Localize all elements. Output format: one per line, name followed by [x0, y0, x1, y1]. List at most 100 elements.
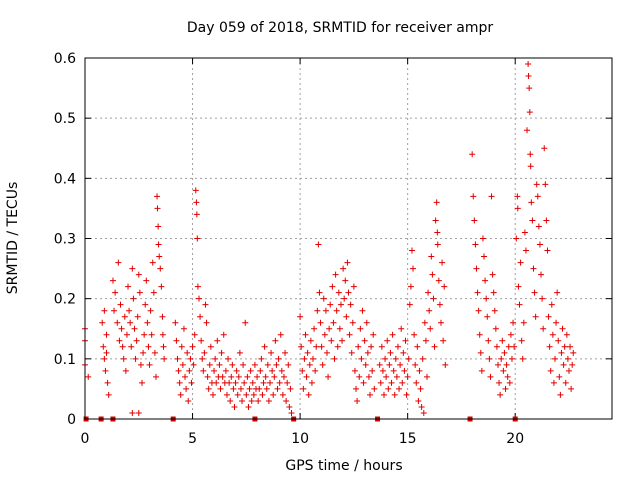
data-point [319, 361, 326, 368]
data-point [258, 355, 265, 362]
data-point [114, 319, 121, 326]
data-point [368, 343, 375, 350]
data-point [199, 355, 206, 362]
data-point [527, 151, 534, 158]
data-point [261, 343, 268, 350]
data-point [532, 313, 539, 320]
data-point [428, 253, 435, 260]
data-point [329, 283, 336, 290]
data-point [237, 385, 244, 392]
data-point [426, 307, 433, 314]
data-point [189, 343, 196, 350]
data-point [493, 343, 500, 350]
data-point [483, 295, 490, 302]
data-point [357, 325, 364, 332]
data-point [268, 349, 275, 356]
data-point [514, 205, 521, 212]
data-point [134, 313, 141, 320]
data-point [233, 367, 240, 374]
data-point [363, 319, 370, 326]
data-point [361, 337, 368, 344]
data-point [304, 349, 311, 356]
data-point [554, 289, 561, 296]
data-point [342, 277, 349, 284]
data-point [558, 349, 565, 356]
data-point [434, 241, 441, 248]
data-point [405, 355, 412, 362]
y-tick-label: 0.2 [54, 292, 76, 308]
data-point [228, 373, 235, 380]
data-point [287, 385, 294, 392]
data-point [400, 349, 407, 356]
data-point [399, 379, 406, 386]
data-point [323, 349, 330, 356]
data-point [490, 289, 497, 296]
data-point [540, 325, 547, 332]
data-point [486, 355, 493, 362]
data-point [517, 259, 524, 266]
data-point [470, 193, 477, 200]
data-point [288, 409, 295, 416]
data-point [251, 361, 258, 368]
data-point [392, 355, 399, 362]
data-point [347, 301, 354, 308]
data-point [310, 355, 317, 362]
data-point [265, 397, 272, 404]
data-point [305, 391, 312, 398]
data-point [557, 391, 564, 398]
data-point [144, 319, 151, 326]
y-tick-label: 0.4 [54, 171, 76, 187]
data-point [418, 403, 425, 410]
data-point [178, 343, 185, 350]
data-point [353, 385, 360, 392]
data-point [435, 277, 442, 284]
data-point [546, 343, 553, 350]
data-point [441, 283, 448, 290]
data-point [551, 355, 558, 362]
data-point [417, 385, 424, 392]
data-point [227, 397, 234, 404]
data-point [187, 355, 194, 362]
data-point [506, 379, 513, 386]
data-point [316, 289, 323, 296]
data-point [388, 379, 395, 386]
data-point [482, 277, 489, 284]
data-point [474, 289, 481, 296]
data-point [277, 331, 284, 338]
data-point [130, 295, 137, 302]
data-point [403, 391, 410, 398]
data-point [300, 385, 307, 392]
data-point [341, 295, 348, 302]
data-point [157, 265, 164, 272]
data-point [439, 259, 446, 266]
data-point [185, 397, 192, 404]
data-point [312, 367, 319, 374]
data-point [271, 373, 278, 380]
data-point [201, 349, 208, 356]
data-point [151, 349, 158, 356]
data-point [103, 331, 110, 338]
data-point [282, 349, 289, 356]
data-point [205, 385, 212, 392]
data-point [364, 349, 371, 356]
data-point [136, 289, 143, 296]
data-point [301, 355, 308, 362]
chart-title: Day 059 of 2018, SRMTID for receiver amp… [187, 20, 494, 36]
data-point [336, 325, 343, 332]
tick-layer: 0 0.1 0.2 0.3 0.4 0.5 0.6 0 5 10 15 20 [54, 51, 612, 447]
data-point [393, 373, 400, 380]
data-point [241, 379, 248, 386]
y-axis-label: SRMTID / TECUs [5, 182, 21, 295]
data-point [155, 241, 162, 248]
data-point [129, 265, 136, 272]
data-point [160, 343, 167, 350]
data-point [380, 391, 387, 398]
x-tick-label: 0 [81, 431, 90, 447]
data-point [344, 259, 351, 266]
data-point [556, 373, 563, 380]
data-point [172, 319, 179, 326]
data-point [119, 343, 126, 350]
data-point [550, 379, 557, 386]
data-point [535, 223, 542, 230]
data-point [398, 325, 405, 332]
